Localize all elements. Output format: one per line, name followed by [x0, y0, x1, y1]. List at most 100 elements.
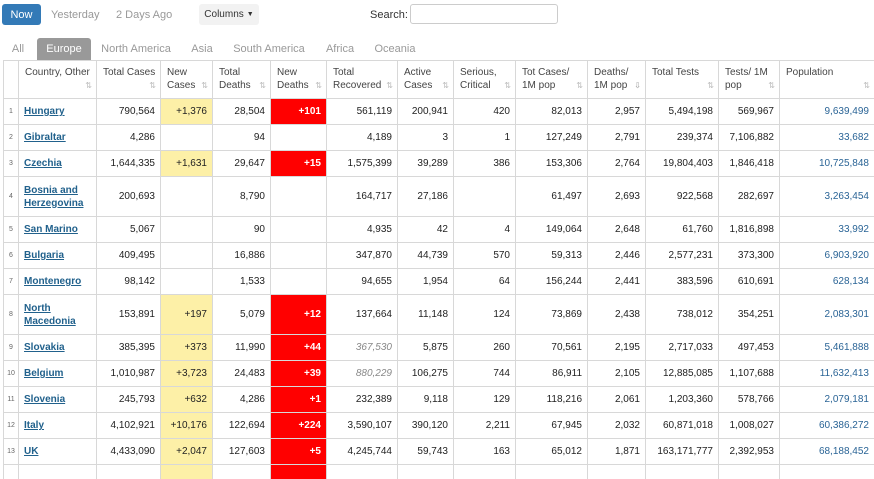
- tab-africa[interactable]: Africa: [325, 43, 355, 55]
- cell-deaths-per-m: 2,693: [587, 176, 646, 217]
- column-header-label: Total Recovered: [333, 67, 382, 91]
- cell-active-cases: 42: [397, 216, 454, 243]
- column-header-label: Total Tests: [652, 67, 700, 78]
- column-header-new-cases[interactable]: New Cases ⇅: [160, 60, 213, 99]
- cell-total-deaths: 1,533: [212, 268, 271, 295]
- column-header-tests-per-m[interactable]: Tests/ 1M pop ⇅: [718, 60, 780, 99]
- column-header-active-cases[interactable]: Active Cases ⇅: [397, 60, 454, 99]
- column-header-serious[interactable]: Serious, Critical ⇅: [453, 60, 516, 99]
- cell-active-cases: 11,148: [397, 294, 454, 335]
- tab-asia[interactable]: Asia: [191, 43, 213, 55]
- cell-deaths-per-m: 2,441: [587, 268, 646, 295]
- sort-desc-icon[interactable]: ⇩: [634, 81, 641, 90]
- cell-new-cases: [160, 242, 213, 269]
- cell-idx: 13: [3, 438, 19, 465]
- tab-europe[interactable]: Europe: [37, 38, 91, 60]
- tab-oceania[interactable]: Oceania: [374, 43, 416, 55]
- sort-arrows-icon[interactable]: ⇅: [386, 81, 393, 90]
- cell-active-cases: 39,289: [397, 150, 454, 177]
- cell-cases-per-m: 149,064: [515, 216, 588, 243]
- sort-arrows-icon[interactable]: ⇅: [504, 81, 511, 90]
- table-row: 8 North Macedonia 153,891 +197 5,079 +12 137,6…: [3, 294, 874, 335]
- column-header-deaths-per-m[interactable]: Deaths/ 1M pop ⇩: [587, 60, 646, 99]
- cell-new-cases: [160, 176, 213, 217]
- cell-country[interactable]: Gibraltar: [18, 124, 97, 151]
- table-header-row: Country, Other ⇅ Total Cases ⇅ New Cases ⇅ Tot…: [3, 60, 874, 99]
- tab-north-america[interactable]: North America: [101, 43, 171, 55]
- cell-country[interactable]: Czechia: [18, 150, 97, 177]
- cell-new-cases: +2,047: [160, 438, 213, 465]
- column-header-label: Serious, Critical: [460, 67, 497, 91]
- column-header-country[interactable]: Country, Other ⇅: [18, 60, 97, 99]
- cell-total-tests: 19,804,403: [645, 150, 719, 177]
- sort-arrows-icon[interactable]: ⇅: [201, 81, 208, 90]
- table-row: 9 Slovakia 385,395 +373 11,990 +44 367,530 5,87…: [3, 334, 874, 361]
- cell-country[interactable]: Slovenia: [18, 386, 97, 413]
- cell-country[interactable]: Bosnia and Herzegovina: [18, 176, 97, 217]
- cell-total-cases: 245,793: [96, 386, 161, 413]
- cell-total-cases: 409,495: [96, 242, 161, 269]
- cell-total-tests: 5,494,198: [645, 98, 719, 125]
- cell-total-recovered: 232,389: [326, 386, 398, 413]
- sort-arrows-icon[interactable]: ⇅: [149, 81, 156, 90]
- cell-total-tests: 12,885,085: [645, 360, 719, 387]
- table-row: 10 Belgium 1,010,987 +3,723 24,483 +39 880,229…: [3, 360, 874, 387]
- cell-country[interactable]: [18, 464, 97, 479]
- sort-arrows-icon[interactable]: ⇅: [768, 81, 775, 90]
- sort-arrows-icon[interactable]: ⇅: [442, 81, 449, 90]
- columns-button[interactable]: Columns ▼: [199, 4, 259, 25]
- sort-arrows-icon[interactable]: ⇅: [315, 81, 322, 90]
- cell-total-recovered: 4,935: [326, 216, 398, 243]
- now-button[interactable]: Now: [2, 4, 41, 25]
- cell-serious: 420: [453, 98, 516, 125]
- cell-total-recovered: 4,245,744: [326, 438, 398, 465]
- tab-all[interactable]: All: [11, 43, 25, 55]
- search-input[interactable]: [410, 4, 558, 24]
- yesterday-link[interactable]: Yesterday: [51, 9, 100, 21]
- cell-country[interactable]: Bulgaria: [18, 242, 97, 269]
- sort-arrows-icon[interactable]: ⇅: [259, 81, 266, 90]
- cell-country[interactable]: North Macedonia: [18, 294, 97, 335]
- cell-country[interactable]: Montenegro: [18, 268, 97, 295]
- cell-cases-per-m: 70,561: [515, 334, 588, 361]
- column-header-cases-per-m[interactable]: Tot Cases/ 1M pop ⇅: [515, 60, 588, 99]
- column-header-total-tests[interactable]: Total Tests ⇅: [645, 60, 719, 99]
- column-header-total-cases[interactable]: Total Cases ⇅: [96, 60, 161, 99]
- cell-total-recovered: [326, 464, 398, 479]
- sort-arrows-icon[interactable]: ⇅: [707, 81, 714, 90]
- two-days-ago-link[interactable]: 2 Days Ago: [116, 9, 173, 21]
- table-row: 6 Bulgaria 409,495 16,886 347,870 44,739 570 59…: [3, 242, 874, 269]
- cell-deaths-per-m: 2,195: [587, 334, 646, 361]
- sort-arrows-icon[interactable]: ⇅: [863, 81, 870, 90]
- cell-population: [779, 464, 874, 479]
- column-header-label: Country, Other: [25, 67, 90, 78]
- cell-active-cases: 3: [397, 124, 454, 151]
- column-header-new-deaths[interactable]: New Deaths ⇅: [270, 60, 327, 99]
- column-header-population[interactable]: Population ⇅: [779, 60, 874, 99]
- column-header-total-recovered[interactable]: Total Recovered ⇅: [326, 60, 398, 99]
- table-row: 12 Italy 4,102,921 +10,176 122,694 +224 3,590,…: [3, 412, 874, 439]
- cell-total-recovered: 164,717: [326, 176, 398, 217]
- cell-country[interactable]: Italy: [18, 412, 97, 439]
- columns-label: Columns: [204, 9, 244, 20]
- column-header-idx[interactable]: [3, 60, 19, 99]
- table-row: 3 Czechia 1,644,335 +1,631 29,647 +15 1,575,39…: [3, 150, 874, 177]
- cell-new-deaths: [270, 242, 327, 269]
- cell-country[interactable]: San Marino: [18, 216, 97, 243]
- cell-country[interactable]: Belgium: [18, 360, 97, 387]
- sort-arrows-icon[interactable]: ⇅: [85, 81, 92, 90]
- column-header-total-deaths[interactable]: Total Deaths ⇅: [212, 60, 271, 99]
- cell-country[interactable]: Slovakia: [18, 334, 97, 361]
- cell-country[interactable]: Hungary: [18, 98, 97, 125]
- sort-arrows-icon[interactable]: ⇅: [576, 81, 583, 90]
- tab-south-america[interactable]: South America: [233, 43, 305, 55]
- cell-total-cases: 4,433,090: [96, 438, 161, 465]
- cell-population: 9,639,499: [779, 98, 874, 125]
- cell-idx: 4: [3, 176, 19, 217]
- cell-country[interactable]: UK: [18, 438, 97, 465]
- cell-total-cases: 4,102,921: [96, 412, 161, 439]
- cell-idx: 10: [3, 360, 19, 387]
- cell-new-deaths: +5: [270, 438, 327, 465]
- cell-total-cases: 790,564: [96, 98, 161, 125]
- column-header-label: New Cases: [167, 67, 196, 91]
